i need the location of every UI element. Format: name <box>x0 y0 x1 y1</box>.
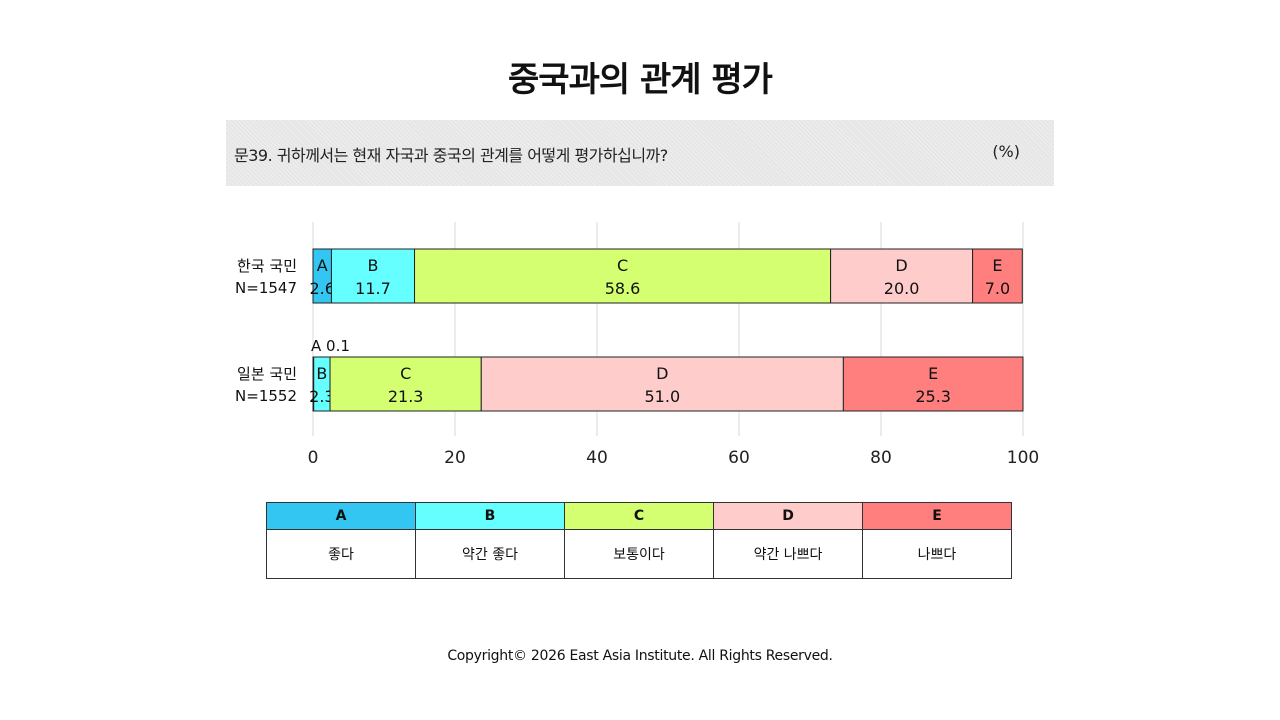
bar-value-label-0-e: 7.0 <box>985 279 1010 298</box>
bar-series-label-0-d: D <box>895 256 907 275</box>
copyright-notice: Copyright© 2026 East Asia Institute. All… <box>447 648 833 664</box>
legend-label-row: 좋다 약간 좋다 보통이다 약간 나쁘다 나쁘다 <box>266 529 1012 579</box>
bar-0-c <box>414 248 832 304</box>
category-label-1-line1: 일본 국민 <box>237 365 297 383</box>
x-tick-label-1: 20 <box>444 448 466 468</box>
bar-value-label-1-b: 2.3 <box>309 387 334 406</box>
x-tick-label-5: 100 <box>1007 448 1039 468</box>
x-tick-label-2: 40 <box>586 448 608 468</box>
bar-series-label-0-a: A <box>317 256 328 275</box>
legend-label-c: 보통이다 <box>564 529 714 579</box>
legend-code-d: D <box>713 502 863 530</box>
bar-1-d <box>480 356 844 412</box>
bar-series-label-1-d: D <box>656 364 668 383</box>
legend-label-a: 좋다 <box>266 529 416 579</box>
stacked-bar-chart: 0 20 40 60 80 100 한국 국민 N=1547 일본 국민 N=1552 A 2.6 B 1… <box>235 222 1039 468</box>
bar-1-c <box>329 356 482 412</box>
bar-1-e <box>842 356 1024 412</box>
bar-value-label-1-d: 51.0 <box>645 387 681 406</box>
bar-value-label-0-d: 20.0 <box>884 279 920 298</box>
question-text: 문39. 귀하께서는 현재 자국과 중국의 관계를 어떻게 평가하십니까? <box>234 146 668 165</box>
legend-code-a: A <box>266 502 416 530</box>
bar-series-label-1-c: C <box>400 364 411 383</box>
legend-code-e: E <box>862 502 1012 530</box>
bar-value-label-1-c: 21.3 <box>388 387 424 406</box>
bar-0-b <box>330 248 416 304</box>
category-label-0-line1: 한국 국민 <box>237 257 297 275</box>
bar-value-label-0-c: 58.6 <box>605 279 641 298</box>
x-tick-label-0: 0 <box>308 448 319 468</box>
page-title: 중국과의 관계 평가 <box>508 60 773 100</box>
outside-label-1-a: A 0.1 <box>311 337 350 355</box>
legend-code-b: B <box>415 502 565 530</box>
bar-series-label-0-c: C <box>617 256 628 275</box>
bar-0-e <box>972 248 1023 304</box>
bar-series-label-0-e: E <box>992 256 1002 275</box>
bar-series-label-1-e: E <box>928 364 938 383</box>
bar-series-label-1-b: B <box>316 364 327 383</box>
x-tick-label-3: 60 <box>728 448 750 468</box>
bar-0-d <box>830 248 974 304</box>
legend-label-d: 약간 나쁘다 <box>713 529 863 579</box>
category-label-0-line2: N=1547 <box>235 279 297 297</box>
legend-code-c: C <box>564 502 714 530</box>
legend-label-b: 약간 좋다 <box>415 529 565 579</box>
x-tick-label-4: 80 <box>870 448 892 468</box>
legend-table: A B C D E 좋다 약간 좋다 보통이다 약간 나쁘다 나쁘다 <box>266 502 1012 579</box>
legend-code-row: A B C D E <box>266 502 1012 530</box>
bar-value-label-1-e: 25.3 <box>915 387 951 406</box>
bar-value-label-0-a: 2.6 <box>310 279 335 298</box>
bar-value-label-0-b: 11.7 <box>355 279 391 298</box>
bar-series-label-0-b: B <box>368 256 379 275</box>
legend-label-e: 나쁘다 <box>862 529 1012 579</box>
question-box: 문39. 귀하께서는 현재 자국과 중국의 관계를 어떻게 평가하십니까? (%… <box>226 120 1054 186</box>
category-label-1-line2: N=1552 <box>235 387 297 405</box>
unit-label: (%) <box>992 142 1020 161</box>
